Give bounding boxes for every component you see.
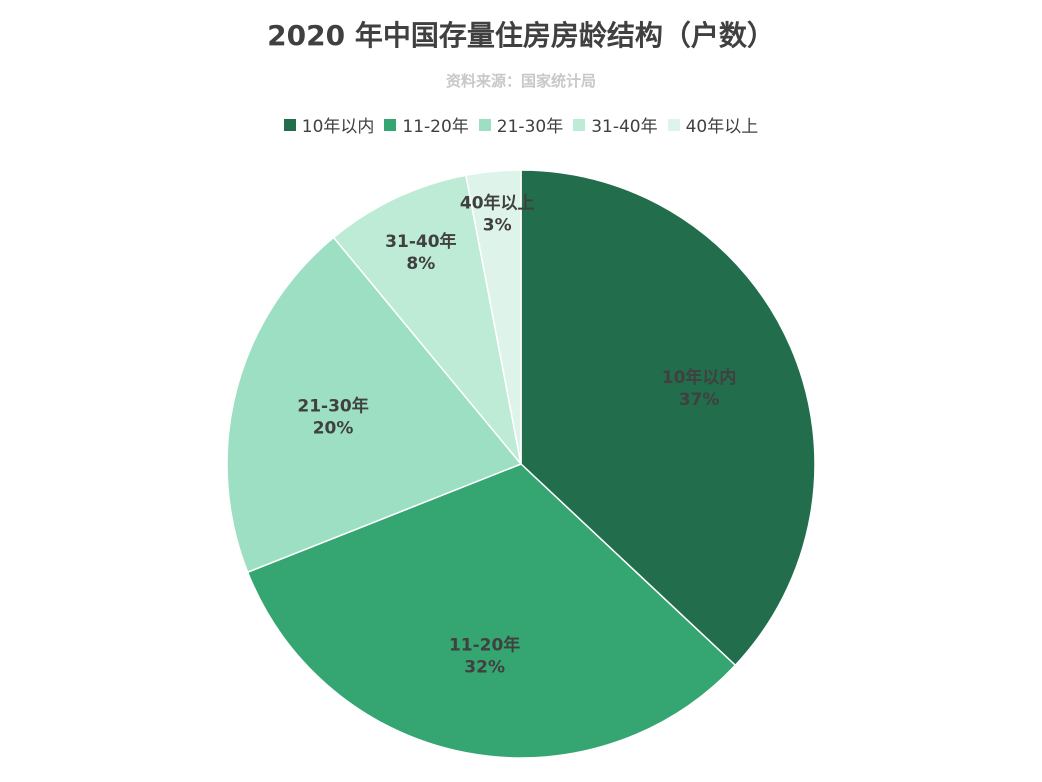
legend-item-0: 10年以内 — [283, 112, 375, 137]
slice-label-2: 21-30年 20% — [297, 396, 368, 439]
slice-label-value-2: 20% — [313, 419, 354, 439]
slice-label-value-0: 37% — [679, 390, 720, 410]
slice-label-3: 31-40年 8% — [385, 231, 456, 274]
legend-swatch-3 — [573, 118, 586, 131]
pie-slice-2 — [226, 236, 523, 574]
slice-label-category-2: 21-30年 — [297, 396, 368, 417]
pie-slice-0 — [520, 169, 816, 667]
chart-title: 2020 年中国存量住房房龄结构（户数） — [267, 19, 775, 52]
slice-label-value-1: 32% — [464, 658, 505, 678]
slice-label-1: 11-20年 32% — [449, 635, 520, 678]
slice-label-value-4: 3% — [483, 215, 512, 235]
pie-slice-4 — [465, 169, 522, 465]
legend-item-4: 40年以上 — [667, 112, 759, 137]
slice-label-category-1: 11-20年 — [449, 635, 520, 656]
legend-swatch-2 — [478, 118, 491, 131]
slice-label-value-3: 8% — [406, 254, 435, 274]
legend-label-0: 10年以内 — [301, 117, 375, 137]
slice-label-category-0: 10年以内 — [662, 367, 737, 388]
pie-slice-3 — [332, 174, 522, 465]
legend-label-1: 11-20年 — [402, 117, 469, 137]
legend-swatch-0 — [283, 118, 296, 131]
legend-label-4: 40年以上 — [685, 117, 759, 137]
slice-label-0: 10年以内 37% — [662, 367, 737, 410]
legend-label-3: 31-40年 — [591, 117, 658, 137]
slice-label-category-3: 31-40年 — [385, 231, 456, 252]
slice-label-4: 40年以上 3% — [460, 192, 535, 235]
legend-item-2: 21-30年 — [478, 112, 564, 137]
slice-label-category-4: 40年以上 — [460, 192, 535, 213]
pie-slice-1 — [246, 463, 737, 759]
legend-item-1: 11-20年 — [384, 112, 469, 137]
legend-item-3: 31-40年 — [573, 112, 658, 137]
legend-swatch-4 — [667, 118, 680, 131]
chart-subtitle: 资料来源：国家统计局 — [445, 72, 596, 90]
legend-swatch-1 — [384, 118, 397, 131]
legend-label-2: 21-30年 — [496, 117, 564, 137]
chart-legend: 10年以内 11-20年 21-30年 31-40年 40年以上 — [0, 112, 1042, 137]
